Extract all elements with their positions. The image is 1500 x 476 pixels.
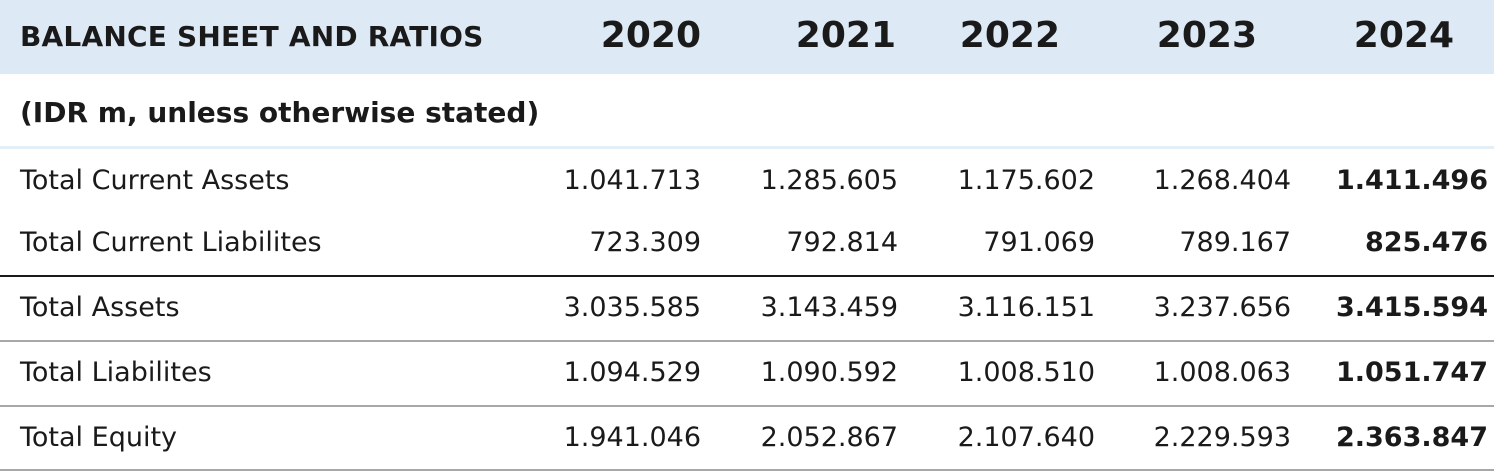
table-header: BALANCE SHEET AND RATIOS 2020 2021 2022 … — [0, 0, 1494, 74]
row-label: Total Assets — [20, 292, 180, 323]
cell-value-latest: 1.411.496 — [1335, 165, 1488, 196]
cell-value: 792.814 — [786, 227, 898, 258]
year-header-2024: 2024 — [1353, 15, 1454, 56]
cell-value-latest: 3.415.594 — [1335, 292, 1488, 323]
cell-value: 3.143.459 — [760, 292, 898, 323]
cell-value: 1.041.713 — [563, 165, 701, 196]
cell-value: 789.167 — [1179, 227, 1291, 258]
cell-value: 1.175.602 — [957, 165, 1095, 196]
cell-value: 2.052.867 — [760, 422, 898, 453]
table-row: Total Current Assets 1.041.713 1.285.605… — [0, 161, 1494, 201]
year-header-2022: 2022 — [959, 15, 1060, 56]
separator-gray — [0, 405, 1494, 407]
cell-value: 791.069 — [983, 227, 1095, 258]
cell-value: 1.008.510 — [957, 357, 1095, 388]
cell-value: 1.008.063 — [1153, 357, 1291, 388]
table-row: Total Equity 1.941.046 2.052.867 2.107.6… — [0, 418, 1494, 458]
cell-value: 723.309 — [589, 227, 701, 258]
cell-value: 3.237.656 — [1153, 292, 1291, 323]
table-row: Total Assets 3.035.585 3.143.459 3.116.1… — [0, 288, 1494, 328]
separator-light — [0, 146, 1494, 149]
year-header-2021: 2021 — [795, 15, 896, 56]
row-label: Total Equity — [20, 422, 178, 453]
cell-value: 1.941.046 — [563, 422, 701, 453]
cell-value-latest: 1.051.747 — [1335, 357, 1488, 388]
cell-value: 1.285.605 — [760, 165, 898, 196]
separator-gray — [0, 340, 1494, 342]
units-subtitle: (IDR m, unless otherwise stated) — [20, 96, 540, 129]
table-row: Total Liabilites 1.094.529 1.090.592 1.0… — [0, 353, 1494, 393]
year-header-2023: 2023 — [1156, 15, 1257, 56]
cell-value-latest: 825.476 — [1365, 227, 1488, 258]
cell-value: 1.094.529 — [563, 357, 701, 388]
cell-value: 3.116.151 — [957, 292, 1095, 323]
table-title: BALANCE SHEET AND RATIOS — [20, 20, 484, 53]
cell-value: 2.229.593 — [1153, 422, 1291, 453]
cell-value: 2.107.640 — [957, 422, 1095, 453]
row-label: Total Current Assets — [20, 165, 290, 196]
cell-value: 1.268.404 — [1153, 165, 1291, 196]
cell-value: 1.090.592 — [760, 357, 898, 388]
table-row: Total Current Liabilites 723.309 792.814… — [0, 223, 1494, 263]
row-label: Total Liabilites — [20, 357, 212, 388]
row-label: Total Current Liabilites — [20, 227, 322, 258]
separator-gray — [0, 469, 1494, 471]
cell-value: 3.035.585 — [563, 292, 701, 323]
cell-value-latest: 2.363.847 — [1335, 422, 1488, 453]
separator-dark — [0, 275, 1494, 277]
year-header-2020: 2020 — [600, 15, 701, 56]
